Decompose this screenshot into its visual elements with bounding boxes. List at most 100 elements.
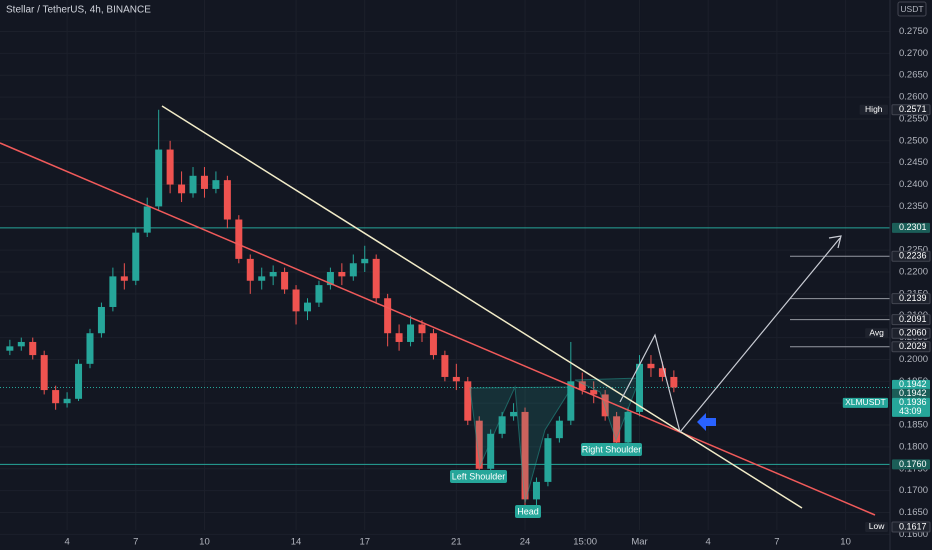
price-label: 0.1942 <box>899 388 927 398</box>
x-tick-label: 10 <box>840 537 851 548</box>
price-label-box <box>891 327 931 339</box>
price-label: 0.1760 <box>899 459 927 469</box>
candle-body <box>372 258 380 299</box>
candle-body <box>200 175 208 189</box>
x-tick-label: 10 <box>199 537 210 548</box>
y-tick-label: 0.2650 <box>899 70 928 81</box>
price-label-name-box <box>865 328 888 339</box>
candle-body <box>97 306 105 334</box>
y-tick-label: 0.1600 <box>899 529 928 540</box>
candle-body <box>166 149 174 185</box>
candle-body <box>498 416 506 434</box>
price-label-name: Avg <box>869 327 884 337</box>
candle-body <box>281 271 289 290</box>
candle-body <box>315 285 323 303</box>
price-label-name: Low <box>869 521 885 531</box>
drawings: Left Shoulder Head Right Shoulder <box>0 105 876 518</box>
candles <box>6 109 678 517</box>
x-tick-label: 17 <box>359 537 370 548</box>
candle-body <box>189 175 197 194</box>
price-label-box <box>891 250 931 262</box>
price-label-box <box>891 521 931 533</box>
price-label: 0.2571 <box>899 104 927 114</box>
y-tick-label: 0.2750 <box>899 26 928 37</box>
x-tick-label: 21 <box>451 537 462 548</box>
price-label: 0.1942 <box>899 379 927 389</box>
candle-body <box>246 258 254 281</box>
price-label: 0.2301 <box>899 222 927 232</box>
price-label-box <box>892 388 930 399</box>
candle-body <box>63 398 71 404</box>
y-tick-label: 0.2700 <box>899 48 928 59</box>
chart-title: Stellar / TetherUS, 4h, BINANCE <box>6 5 151 16</box>
candle-body <box>658 368 666 377</box>
candle-body <box>304 302 312 312</box>
candle-body <box>464 381 472 421</box>
price-label: 0.2029 <box>899 341 927 351</box>
candle-body <box>6 346 14 351</box>
price-label-name-box <box>842 397 888 408</box>
y-tick-label: 0.2600 <box>899 92 928 103</box>
currency: USDT <box>900 4 923 14</box>
price-label: 0.1617 <box>899 521 927 531</box>
candle-body <box>544 438 552 482</box>
price-label: 0.1936 <box>899 397 927 407</box>
price-label-box <box>892 222 930 233</box>
price-label-box <box>892 459 930 470</box>
candle-body <box>452 376 460 382</box>
candle-body <box>670 376 678 388</box>
candle-body <box>29 341 37 356</box>
candle-body <box>52 390 60 404</box>
price-label-box <box>892 397 930 417</box>
countdown: 43:09 <box>899 406 922 416</box>
candle-body <box>624 411 632 443</box>
candle-body <box>590 390 598 395</box>
y-tick-label: 0.2000 <box>899 354 928 365</box>
price-labels: 0.2571 High 0.2301 0.2236 0.2139 0.2091 0.2060… <box>842 104 931 533</box>
candle-body <box>521 411 529 500</box>
candle-body <box>40 355 48 391</box>
annotation-box <box>450 470 507 483</box>
y-tick-label: 0.1800 <box>899 441 928 452</box>
candle-body <box>338 271 346 277</box>
price-label: 0.2236 <box>899 251 927 261</box>
x-tick-label: 14 <box>291 537 302 548</box>
candle-body <box>601 394 609 417</box>
pattern-area <box>574 377 641 442</box>
white-trendline <box>161 105 803 509</box>
candle-body <box>349 263 357 277</box>
y-tick-label: 0.2350 <box>899 201 928 212</box>
candle-body <box>86 333 94 364</box>
annotation-box <box>581 443 642 456</box>
candle-body <box>418 324 426 334</box>
annotation-box <box>515 505 541 518</box>
blue-arrow <box>697 413 716 431</box>
candle-body <box>132 232 140 281</box>
x-tick-label: 7 <box>774 537 779 548</box>
candle-body <box>429 333 437 356</box>
x-tick-label: 4 <box>706 537 711 548</box>
target-arrow <box>679 237 841 433</box>
candle-body <box>178 184 186 194</box>
candle-body <box>613 416 621 443</box>
x-tick-label: 15:00 <box>573 537 597 548</box>
y-tick-label: 0.2500 <box>899 135 928 146</box>
y-tick-label: 0.2450 <box>899 157 928 168</box>
candle-body <box>120 276 128 281</box>
y-tick-label: 0.2200 <box>899 267 928 278</box>
annotation: Left Shoulder <box>452 471 506 481</box>
candle-body <box>555 420 563 439</box>
pattern-area <box>469 385 573 504</box>
candle-body <box>143 206 151 233</box>
annotation: Right Shoulder <box>582 444 642 454</box>
candle-body <box>647 363 655 369</box>
candle-body <box>487 433 495 469</box>
x-tick-label: 4 <box>64 537 69 548</box>
candle-body <box>326 271 334 286</box>
candle-body <box>510 411 518 417</box>
price-label-box <box>892 379 930 390</box>
annotation: Head <box>517 506 539 516</box>
